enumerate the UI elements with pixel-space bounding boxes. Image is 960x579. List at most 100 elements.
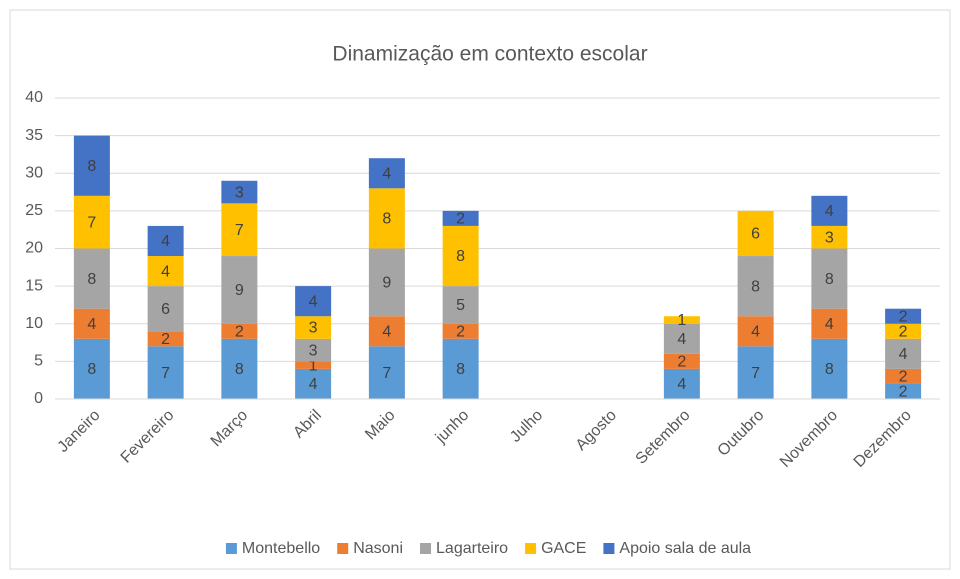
bar-segment: [221, 323, 258, 339]
data-label: 4: [825, 203, 834, 220]
data-label: 5: [456, 297, 465, 314]
data-label: 8: [456, 248, 465, 265]
bar-segment: [147, 225, 184, 257]
data-label: 8: [382, 211, 391, 228]
bar-segment: [221, 256, 258, 324]
data-label: 2: [677, 354, 686, 371]
data-label: 4: [751, 323, 760, 340]
data-label: 3: [309, 342, 318, 359]
bar-segment: [885, 323, 922, 339]
data-label: 1: [677, 312, 686, 329]
bar-segment: [73, 135, 110, 196]
bar-segment: [737, 256, 774, 317]
data-label: 4: [825, 316, 834, 333]
legend-label: Apoio sala de aula: [619, 540, 751, 557]
data-label: 6: [161, 301, 170, 318]
legend-swatch: [525, 543, 537, 554]
bar-segment: [663, 316, 700, 324]
bar-segment: [295, 316, 332, 339]
bar-segment: [737, 210, 774, 257]
data-label: 8: [235, 361, 244, 378]
y-tick-label: 35: [25, 127, 43, 144]
bar-segment: [295, 338, 332, 362]
y-tick-label: 15: [25, 277, 43, 294]
legend-swatch: [225, 543, 237, 554]
data-label: 4: [161, 233, 170, 250]
data-label: 7: [87, 214, 96, 231]
legend-label: Lagarteiro: [436, 540, 508, 557]
data-label: 4: [677, 331, 686, 348]
data-label: 1: [309, 357, 318, 374]
bar-segment: [368, 346, 405, 399]
y-tick-label: 40: [25, 89, 43, 106]
legend-swatch: [603, 543, 615, 554]
data-label: 4: [309, 376, 318, 393]
bar-segment: [885, 338, 922, 369]
bar-segment: [295, 361, 332, 369]
y-tick-label: 10: [25, 315, 43, 332]
data-label: 4: [161, 263, 170, 280]
legend-label: GACE: [541, 540, 586, 557]
data-label: 2: [456, 323, 465, 340]
bar-segment: [885, 308, 922, 324]
bar-segment: [811, 338, 848, 399]
legend-label: Nasoni: [353, 540, 403, 557]
bar-segment: [73, 308, 110, 339]
data-label: 8: [825, 361, 834, 378]
data-label: 7: [235, 222, 244, 239]
data-label: 3: [825, 229, 834, 246]
bar-segment: [663, 353, 700, 369]
data-label: 9: [235, 282, 244, 299]
bar-segment: [368, 316, 405, 347]
data-label: 7: [382, 365, 391, 382]
bar-segment: [73, 338, 110, 399]
data-label: 3: [235, 184, 244, 201]
bar-segment: [811, 225, 848, 249]
y-tick-label: 5: [34, 353, 43, 370]
data-label: 2: [899, 369, 908, 386]
chart-title: Dinamização em contexto escolar: [332, 43, 647, 66]
data-label: 4: [382, 323, 391, 340]
bar-segment: [73, 195, 110, 249]
bar-segment: [811, 248, 848, 309]
data-label: 8: [825, 271, 834, 288]
y-tick-label: 20: [25, 240, 43, 257]
data-label: 8: [87, 158, 96, 175]
bar-segment: [737, 316, 774, 347]
data-label: 7: [161, 365, 170, 382]
y-tick-label: 0: [34, 390, 43, 407]
bar-segment: [73, 248, 110, 309]
bar-segment: [147, 346, 184, 399]
bar-segment: [442, 210, 479, 226]
data-label: 7: [751, 365, 760, 382]
bar-segment: [368, 158, 405, 189]
data-label: 2: [456, 211, 465, 228]
legend-swatch: [420, 543, 432, 554]
data-label: 2: [161, 331, 170, 348]
data-label: 4: [309, 293, 318, 310]
bar-segment: [368, 188, 405, 249]
bar-segment: [295, 368, 332, 399]
y-tick-label: 25: [25, 202, 43, 219]
data-label: 2: [899, 308, 908, 325]
data-label: 8: [87, 271, 96, 288]
bar-segment: [442, 338, 479, 399]
bar-segment: [885, 383, 922, 399]
bar-segment: [147, 331, 184, 347]
bar-segment: [442, 225, 479, 287]
legend-swatch: [337, 543, 349, 554]
bar-segment: [811, 308, 848, 339]
data-label: 2: [899, 384, 908, 401]
y-tick-label: 30: [25, 164, 43, 181]
bar-segment: [221, 203, 258, 257]
data-label: 3: [309, 320, 318, 337]
bar-segment: [442, 323, 479, 339]
data-label: 4: [899, 346, 908, 363]
legend-label: Montebello: [242, 540, 320, 557]
data-label: 8: [456, 361, 465, 378]
data-label: 4: [677, 376, 686, 393]
data-label: 8: [751, 278, 760, 295]
bar-segment: [811, 195, 848, 226]
bar-segment: [885, 368, 922, 384]
